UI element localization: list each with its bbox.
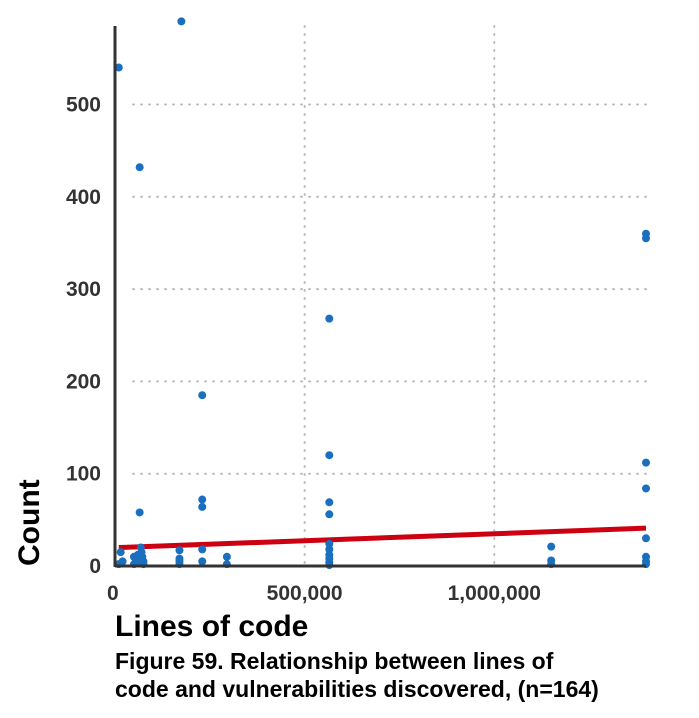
- y-tick-label: 0: [89, 555, 101, 578]
- data-point: [135, 163, 144, 172]
- data-point: [642, 234, 650, 243]
- data-point: [198, 391, 207, 400]
- trend-line-group: [118, 525, 647, 551]
- data-point: [325, 539, 334, 548]
- y-tick-label: 100: [66, 463, 101, 486]
- grid-lines: [132, 25, 647, 567]
- data-point: [198, 545, 207, 554]
- data-point: [175, 546, 184, 555]
- data-point: [325, 510, 334, 519]
- data-points: [114, 17, 650, 570]
- caption-line-2: code and vulnerabilities discovered, (n=…: [115, 676, 599, 702]
- data-point: [177, 17, 186, 26]
- y-axis-title: Count: [13, 479, 46, 566]
- data-point: [135, 508, 144, 517]
- data-point: [325, 314, 334, 323]
- x-axis-title: Lines of code: [115, 610, 308, 643]
- y-tick-labels: 0 100 200 300 400 500: [66, 93, 101, 578]
- x-tick-label: 0: [107, 582, 119, 605]
- data-point: [642, 458, 650, 467]
- data-point: [222, 552, 231, 561]
- x-tick-label: 500,000: [267, 582, 343, 605]
- data-point: [642, 534, 650, 543]
- data-point: [642, 484, 650, 493]
- data-point: [175, 554, 184, 563]
- data-point: [325, 545, 334, 554]
- axes: [113, 26, 646, 568]
- data-point: [325, 451, 334, 460]
- data-point: [139, 557, 148, 566]
- y-tick-label: 200: [66, 370, 101, 393]
- y-tick-label: 500: [66, 93, 101, 116]
- y-tick-label: 300: [66, 278, 101, 301]
- data-point: [114, 63, 123, 72]
- trend-line: [118, 525, 647, 551]
- data-point: [198, 495, 207, 504]
- y-tick-label: 400: [66, 186, 101, 209]
- figure-caption: Figure 59. Relationship between lines of…: [115, 647, 695, 703]
- caption-line-1: Figure 59. Relationship between lines of: [115, 648, 554, 674]
- data-point: [198, 502, 207, 511]
- x-tick-label: 1,000,000: [448, 582, 541, 605]
- data-point: [325, 498, 334, 507]
- scatter-chart: 0 500,000 1,000,000 0 100 200 300 400 500 Lines…: [13, 17, 650, 643]
- data-point: [547, 542, 556, 551]
- data-point: [198, 557, 207, 566]
- data-point: [118, 557, 127, 566]
- data-point: [116, 548, 125, 557]
- x-tick-labels: 0 500,000 1,000,000: [107, 582, 541, 605]
